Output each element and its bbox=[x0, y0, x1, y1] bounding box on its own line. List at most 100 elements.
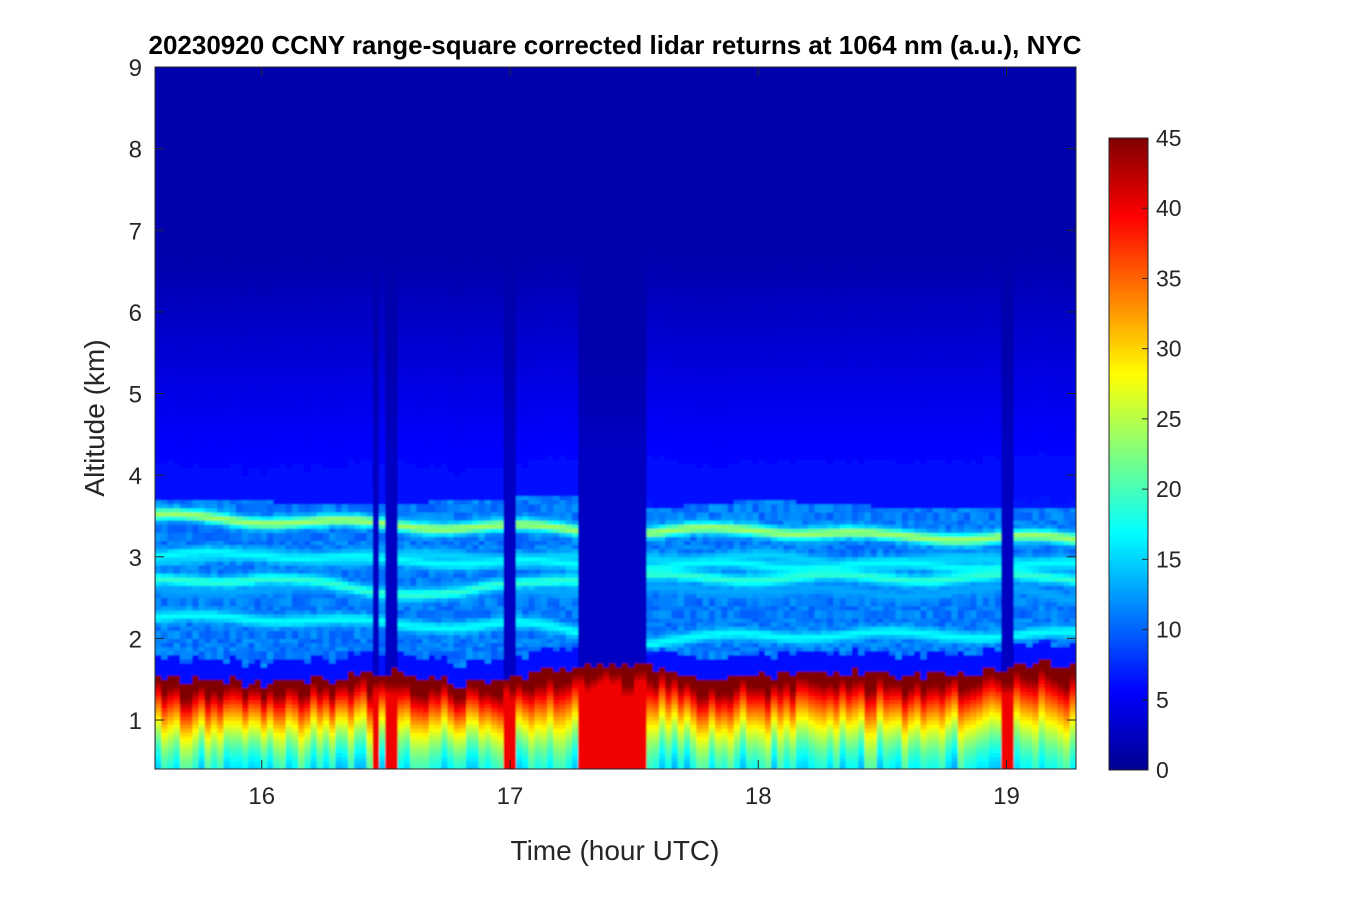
heatmap-cell bbox=[329, 373, 337, 378]
heatmap-cell bbox=[304, 487, 312, 493]
heatmap-cell bbox=[323, 401, 330, 407]
heatmap-cell bbox=[323, 307, 330, 313]
heatmap-cell bbox=[291, 671, 299, 676]
heatmap-cell bbox=[248, 136, 256, 142]
heatmap-cell bbox=[217, 144, 225, 150]
heatmap-cell bbox=[173, 430, 181, 435]
heatmap-cell bbox=[329, 148, 337, 154]
heatmap-cell bbox=[242, 103, 249, 109]
heatmap-cell bbox=[204, 242, 212, 248]
heatmap-cell bbox=[229, 454, 237, 460]
heatmap-cell bbox=[310, 164, 318, 170]
heatmap-cell bbox=[242, 156, 249, 162]
heatmap-cell bbox=[323, 115, 330, 121]
heatmap-cell bbox=[223, 83, 231, 89]
heatmap-cell bbox=[167, 540, 175, 546]
heatmap-cell bbox=[304, 381, 312, 386]
heatmap-cell bbox=[173, 136, 181, 142]
heatmap-cell bbox=[323, 724, 330, 729]
heatmap-cell bbox=[316, 675, 324, 680]
heatmap-cell bbox=[260, 242, 268, 248]
heatmap-cell bbox=[192, 475, 200, 480]
heatmap-cell bbox=[161, 556, 169, 562]
heatmap-cell bbox=[260, 744, 268, 750]
heatmap-cell bbox=[186, 581, 193, 586]
heatmap-cell bbox=[161, 120, 169, 125]
heatmap-cell bbox=[248, 691, 256, 697]
heatmap-cell bbox=[229, 711, 237, 717]
heatmap-cell bbox=[267, 418, 274, 423]
heatmap-cell bbox=[323, 589, 330, 595]
heatmap-cell bbox=[329, 201, 337, 207]
heatmap-cell bbox=[310, 764, 318, 769]
heatmap-cell bbox=[204, 120, 212, 125]
heatmap-cell bbox=[223, 499, 231, 505]
heatmap-cell bbox=[242, 287, 249, 293]
heatmap-cell bbox=[254, 369, 262, 374]
heatmap-cell bbox=[260, 373, 268, 378]
heatmap-cell bbox=[179, 209, 187, 215]
heatmap-cell bbox=[173, 201, 181, 207]
heatmap-cell bbox=[260, 671, 268, 676]
heatmap-cell bbox=[323, 185, 330, 191]
heatmap-cell bbox=[267, 111, 274, 117]
heatmap-cell bbox=[198, 218, 206, 223]
heatmap-cell bbox=[192, 340, 200, 346]
heatmap-cell bbox=[323, 71, 330, 76]
heatmap-cell bbox=[267, 760, 274, 766]
heatmap-cell bbox=[260, 226, 268, 231]
heatmap-cell bbox=[198, 695, 206, 701]
heatmap-cell bbox=[186, 258, 193, 264]
heatmap-cell bbox=[298, 124, 305, 129]
heatmap-cell bbox=[204, 626, 212, 631]
heatmap-cell bbox=[329, 405, 337, 411]
heatmap-cell bbox=[235, 132, 243, 137]
heatmap-cell bbox=[167, 103, 175, 109]
heatmap-cell bbox=[229, 238, 237, 244]
heatmap-cell bbox=[267, 564, 274, 570]
heatmap-cell bbox=[235, 634, 243, 639]
heatmap-cell bbox=[279, 430, 287, 435]
heatmap-cell bbox=[217, 593, 225, 599]
heatmap-cell bbox=[173, 222, 181, 227]
heatmap-cell bbox=[192, 442, 200, 448]
heatmap-cell bbox=[167, 581, 175, 586]
heatmap-cell bbox=[173, 524, 181, 529]
heatmap-cell bbox=[161, 360, 169, 366]
heatmap-cell bbox=[267, 238, 274, 244]
heatmap-cell bbox=[304, 95, 312, 101]
heatmap-cell bbox=[179, 156, 187, 162]
heatmap-cell bbox=[223, 748, 231, 754]
heatmap-cell bbox=[298, 540, 305, 546]
heatmap-cell bbox=[248, 675, 256, 680]
heatmap-cell bbox=[323, 164, 330, 170]
heatmap-cell bbox=[242, 442, 249, 448]
heatmap-cell bbox=[260, 495, 268, 501]
heatmap-cell bbox=[167, 160, 175, 166]
heatmap-cell bbox=[323, 295, 330, 301]
heatmap-cell bbox=[267, 128, 274, 133]
heatmap-cell bbox=[179, 120, 187, 125]
heatmap-cell bbox=[204, 675, 212, 680]
heatmap-cell bbox=[316, 666, 324, 672]
heatmap-cell bbox=[279, 434, 287, 440]
heatmap-cell bbox=[229, 99, 237, 105]
heatmap-cell bbox=[235, 352, 243, 358]
heatmap-cell bbox=[161, 222, 169, 227]
heatmap-cell bbox=[235, 230, 243, 235]
heatmap-cell bbox=[316, 548, 324, 554]
heatmap-cell bbox=[242, 691, 249, 697]
heatmap-cell bbox=[161, 744, 169, 750]
heatmap-cell bbox=[173, 115, 181, 121]
heatmap-cell bbox=[192, 671, 200, 676]
heatmap-cell bbox=[161, 283, 169, 288]
heatmap-cell bbox=[192, 515, 200, 521]
heatmap-cell bbox=[155, 487, 162, 493]
heatmap-cell bbox=[155, 160, 162, 166]
heatmap-cell bbox=[273, 687, 281, 693]
heatmap-cell bbox=[167, 132, 175, 137]
heatmap-cell bbox=[304, 132, 312, 137]
heatmap-cell bbox=[229, 707, 237, 713]
heatmap-cell bbox=[273, 95, 281, 101]
heatmap-cell bbox=[273, 617, 281, 623]
